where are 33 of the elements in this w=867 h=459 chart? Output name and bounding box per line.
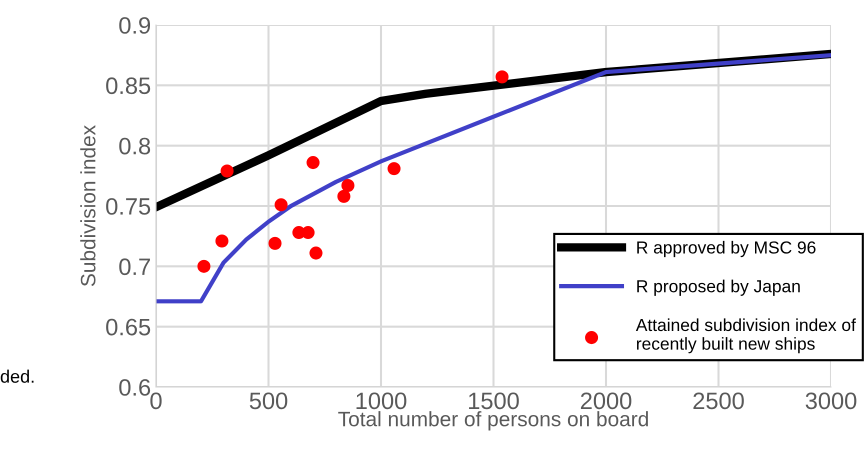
point — [220, 164, 234, 178]
legend-label: R approved by MSC 96 — [637, 240, 816, 258]
point — [215, 234, 228, 248]
y-axis-title: Subdivision index — [80, 125, 96, 286]
point — [302, 226, 315, 240]
line-series — [156, 53, 831, 304]
x-tick-label: 2500 — [693, 392, 744, 410]
point — [341, 178, 354, 192]
y-tick-label: 0.85 — [106, 77, 150, 94]
x-tick-label: 1500 — [469, 392, 519, 410]
y-tick-label: 0.65 — [106, 318, 150, 336]
x-axis-title: Total number of persons on board — [338, 411, 648, 431]
point — [337, 190, 350, 203]
x-tick-label: 500 — [250, 392, 288, 410]
x-tick-label: 0 — [150, 392, 162, 410]
y-tick-label: 0.75 — [106, 198, 150, 215]
y-tick-label: 0.7 — [119, 258, 150, 276]
text: ded. — [0, 370, 34, 383]
x-tick-label: 3000 — [806, 392, 856, 410]
point — [496, 70, 509, 84]
y-tick-label: 0.9 — [119, 17, 150, 34]
point — [306, 156, 320, 170]
legend-label: R proposed by Japan — [637, 280, 800, 296]
y-tick-label: 0.6 — [119, 379, 150, 396]
y-tick-label: 0.8 — [119, 138, 150, 154]
point — [309, 246, 322, 260]
point — [388, 162, 401, 176]
legend-label: Attained subdivision index of recently built new ships — [636, 318, 856, 354]
point — [268, 236, 282, 250]
point — [197, 260, 210, 273]
x-tick-label: 1000 — [356, 392, 406, 410]
x-tick-label: 2000 — [580, 392, 632, 410]
point — [274, 198, 288, 212]
